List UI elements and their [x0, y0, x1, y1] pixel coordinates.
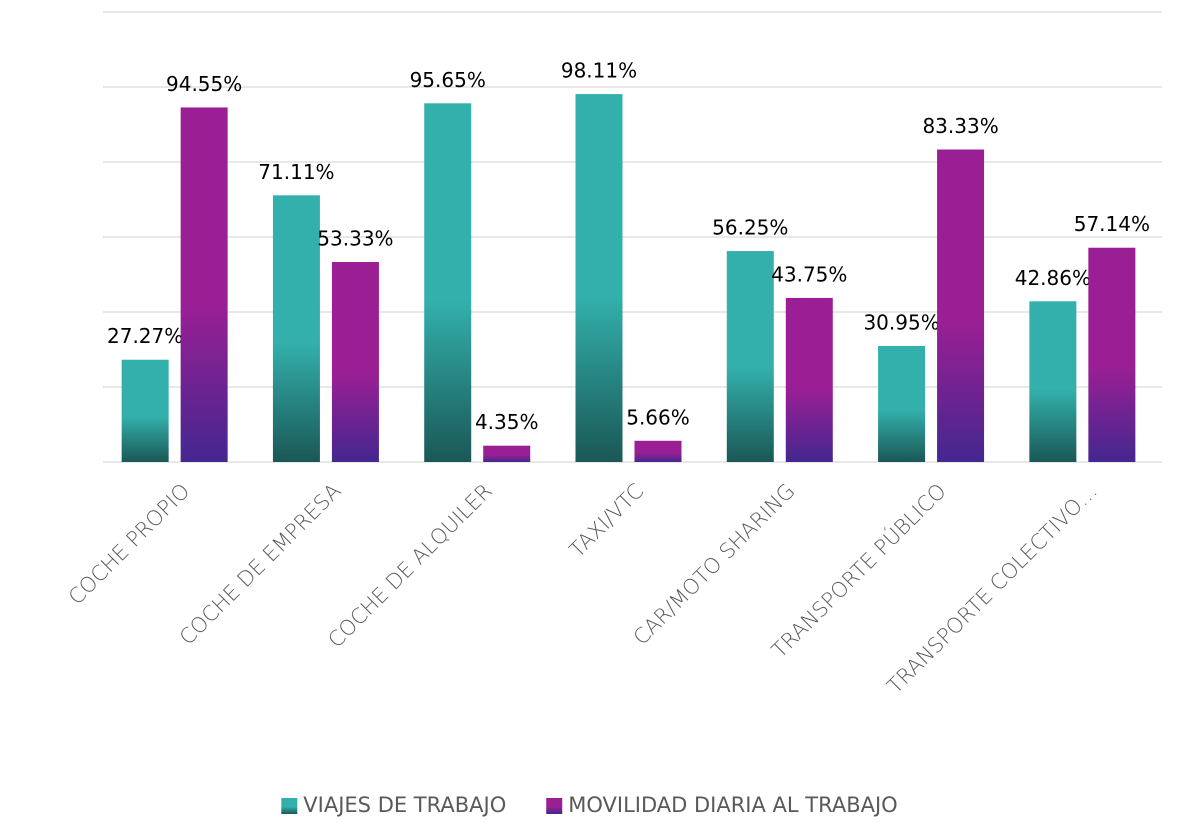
bar	[878, 345, 926, 462]
value-label: 71.11%	[258, 160, 334, 184]
bar	[272, 195, 320, 462]
value-label: 5.66%	[626, 405, 690, 429]
value-label: 56.25%	[712, 216, 788, 240]
bar	[121, 359, 169, 462]
value-label: 57.14%	[1074, 212, 1150, 236]
value-label: 94.55%	[166, 72, 242, 96]
bar	[937, 149, 985, 462]
bar	[1029, 301, 1077, 462]
bar	[785, 297, 833, 462]
x-tick-label: TAXI/VTC	[565, 479, 648, 562]
value-label: 83.33%	[922, 114, 998, 138]
bar	[1088, 247, 1136, 462]
value-label: 43.75%	[771, 262, 847, 286]
value-label: 42.86%	[1015, 266, 1091, 290]
value-label: 4.35%	[475, 410, 539, 434]
legend-swatch	[546, 798, 563, 814]
bar	[575, 94, 623, 463]
legend-swatch	[281, 798, 298, 814]
bar	[634, 440, 682, 462]
value-label: 27.27%	[107, 324, 183, 348]
legend-label: VIAJES DE TRABAJO	[303, 793, 506, 817]
value-label: 98.11%	[561, 59, 637, 83]
bar	[180, 107, 228, 462]
bar	[483, 445, 531, 462]
x-tick-label: COCHE DE EMPRESA	[175, 479, 346, 650]
legend-label: MOVILIDAD DIARIA AL TRABAJO	[568, 793, 897, 817]
x-tick-label: COCHE PROPIO	[64, 479, 195, 610]
bar	[331, 262, 379, 462]
value-label: 53.33%	[317, 227, 393, 251]
legend-item: MOVILIDAD DIARIA AL TRABAJO	[546, 793, 898, 817]
value-label: 30.95%	[863, 310, 939, 334]
x-tick-label: CAR/MOTO SHARING	[629, 479, 800, 650]
x-tick-label: COCHE DE ALQUILER	[323, 479, 497, 653]
bar	[726, 251, 774, 462]
legend-item: VIAJES DE TRABAJO	[281, 793, 506, 817]
x-tick-label: TRANSPORTE PÚBLICO	[766, 478, 950, 662]
bar	[424, 103, 472, 462]
value-label: 95.65%	[410, 68, 486, 92]
